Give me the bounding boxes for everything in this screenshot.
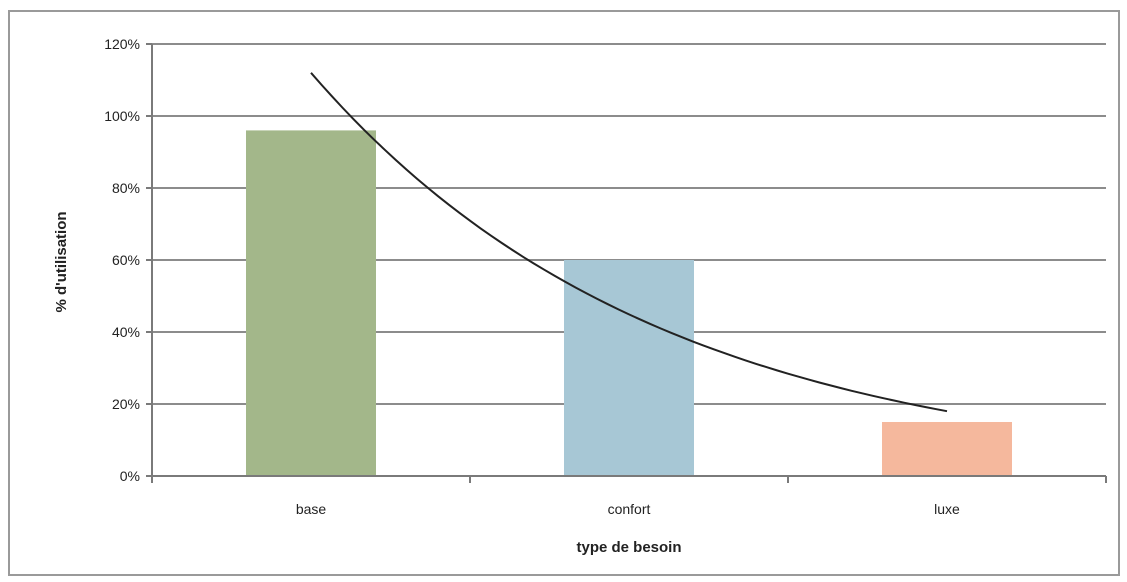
- bar-luxe: [882, 422, 1012, 476]
- x-tick-label: confort: [608, 501, 651, 517]
- x-tick-labels: base confort luxe: [296, 501, 960, 517]
- y-tick-label: 80%: [112, 180, 140, 196]
- y-tick-label: 100%: [104, 108, 140, 124]
- y-tick-labels: 0% 20% 40% 60% 80% 100% 120%: [104, 36, 140, 484]
- bar-confort: [564, 260, 694, 476]
- x-axis-title: type de besoin: [576, 539, 681, 556]
- y-tick-label: 20%: [112, 396, 140, 412]
- y-tick-label: 60%: [112, 252, 140, 268]
- y-tick-label: 40%: [112, 324, 140, 340]
- axes: [146, 43, 1107, 483]
- y-axis-title: % d'utilisation: [53, 211, 70, 312]
- x-tick-label: luxe: [934, 501, 960, 517]
- x-tick-label: base: [296, 501, 327, 517]
- y-tick-label: 0%: [120, 468, 140, 484]
- y-tick-label: 120%: [104, 36, 140, 52]
- trendline: [310, 72, 948, 413]
- bar-base: [246, 130, 376, 476]
- bars: [246, 130, 1012, 476]
